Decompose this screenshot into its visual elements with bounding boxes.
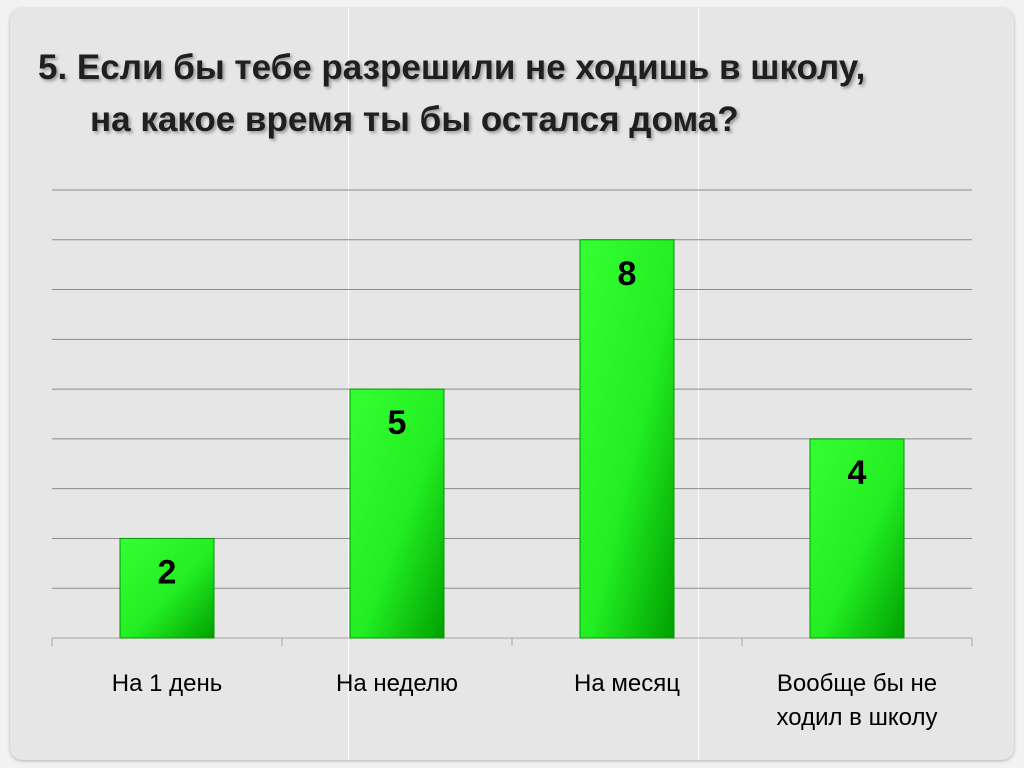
x-axis: [51, 637, 973, 646]
bars: [119, 239, 905, 639]
background-stripe: [348, 8, 349, 760]
slide-title: 5. Если бы тебе разрешили не ходишь в шк…: [38, 42, 1014, 146]
category-label: ходил в школу: [777, 704, 938, 731]
bar: [579, 239, 675, 639]
title-line-1: 5. Если бы тебе разрешили не ходишь в шк…: [38, 48, 866, 87]
category-label: Вообще бы не: [777, 670, 937, 697]
bar: [809, 438, 905, 639]
x-tick-labels: На 1 день На неделю На месяц Вообще бы не хо…: [112, 670, 938, 731]
bar-chart: 2 5 8 4 На 1 день На неделю На месяц Вообще бы…: [51, 189, 973, 731]
title-line-2: на какое время ты бы остался дома?: [90, 100, 739, 139]
data-label: 5: [388, 404, 407, 442]
bar: [349, 388, 445, 639]
data-labels: 2 5 8 4: [158, 255, 867, 592]
category-label: На 1 день: [112, 670, 222, 697]
slide: 2 5 8 4 На 1 день На неделю На месяц Вообще бы…: [10, 8, 1014, 760]
bar: [119, 537, 215, 639]
background-stripe: [698, 8, 699, 760]
data-label: 2: [158, 553, 177, 591]
data-label: 8: [618, 255, 637, 293]
data-label: 4: [848, 454, 867, 492]
category-label: На месяц: [574, 670, 680, 697]
category-label: На неделю: [336, 670, 458, 697]
